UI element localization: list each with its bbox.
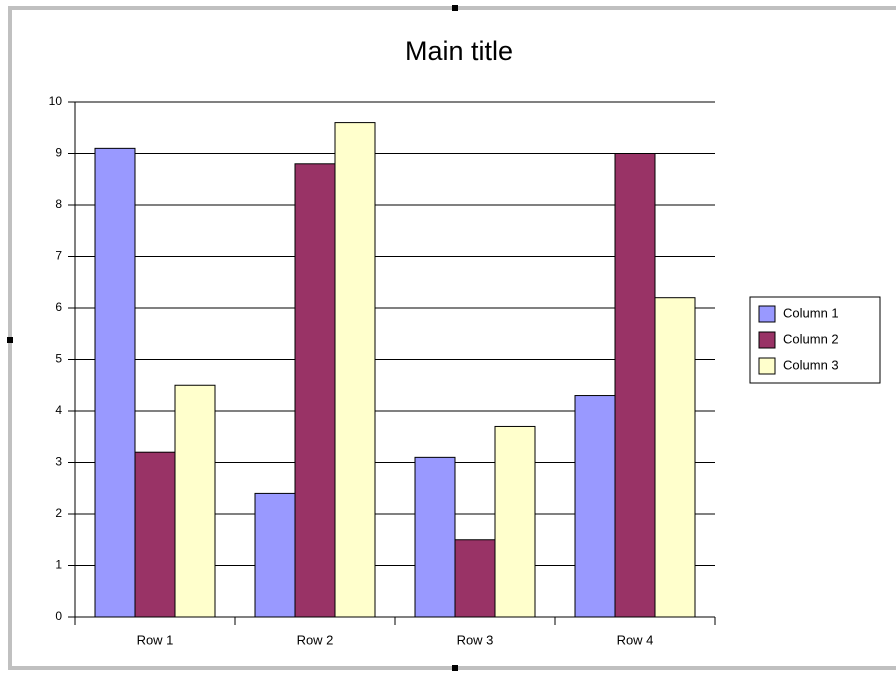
legend-label: Column 3 [783, 357, 839, 372]
handle [452, 5, 458, 11]
legend-label: Column 1 [783, 305, 839, 320]
x-tick-label: Row 4 [617, 632, 654, 647]
y-tick-label: 5 [55, 352, 62, 366]
y-tick-label: 10 [49, 94, 63, 108]
bar [334, 122, 376, 618]
y-tick-label: 7 [55, 249, 62, 263]
y-tick-label: 2 [55, 506, 62, 520]
bar [614, 153, 656, 618]
y-tick-label: 3 [55, 455, 62, 469]
bar [134, 451, 176, 618]
y-tick-label: 8 [55, 197, 62, 211]
handle [452, 665, 458, 671]
legend-swatch [758, 357, 776, 375]
legend-label: Column 2 [783, 331, 839, 346]
chart-title: Main title [405, 36, 513, 66]
handle [7, 337, 13, 343]
y-tick-label: 1 [55, 558, 62, 572]
bar [654, 297, 696, 618]
bar [294, 163, 336, 618]
bar [94, 147, 136, 618]
x-tick-label: Row 3 [457, 632, 494, 647]
legend-swatch [758, 331, 776, 349]
bar [174, 384, 216, 618]
bar [494, 425, 536, 618]
bar [454, 539, 496, 618]
y-tick-label: 6 [55, 300, 62, 314]
y-tick-label: 4 [55, 403, 62, 417]
bar [574, 395, 616, 618]
y-tick-label: 0 [55, 609, 62, 623]
y-tick-label: 9 [55, 146, 62, 160]
bar [414, 456, 456, 618]
legend-swatch [758, 305, 776, 323]
bar [254, 492, 296, 618]
x-tick-label: Row 2 [297, 632, 334, 647]
x-tick-label: Row 1 [137, 632, 174, 647]
